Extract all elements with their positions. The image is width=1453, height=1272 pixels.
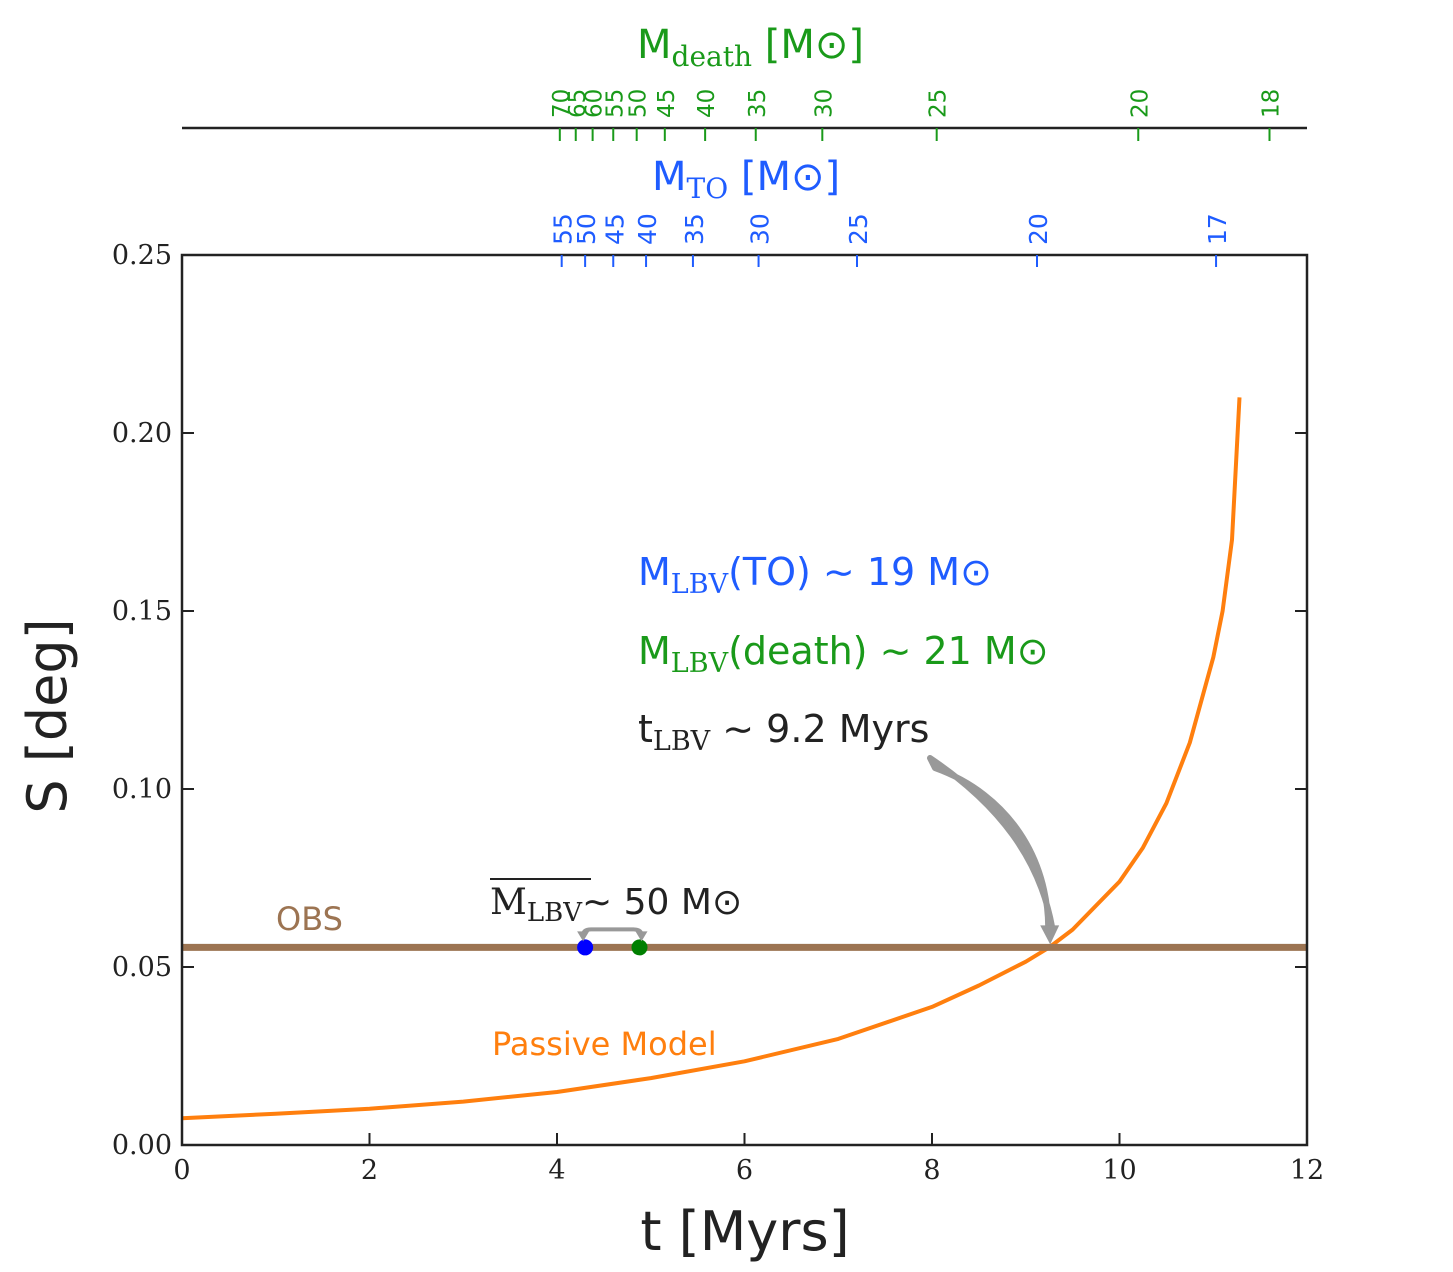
death-axis-tick-label: 55 (602, 89, 628, 118)
x-tick-label: 0 (173, 1155, 190, 1186)
death-axis-tick-label: 40 (694, 89, 720, 118)
death-axis-title-sub: death (672, 40, 752, 73)
to-axis-tick-label: 50 (572, 213, 601, 245)
annotation-mlbv-to-sub: LBV (671, 569, 729, 600)
death-axis-tick-label: 50 (626, 89, 652, 118)
to-axis-title-sub: TO (687, 172, 729, 205)
bracket (581, 927, 644, 936)
death-axis-tick-label: 30 (811, 89, 837, 118)
y-tick-label: 0.20 (112, 418, 172, 449)
x-axis-label: t [Myrs] (640, 1200, 849, 1263)
death-axis-tick-label: 45 (654, 89, 680, 118)
bracket-arrow-right (635, 931, 648, 942)
annotation-mean-mlbv-rest: ∼ 50 M⊙ (582, 882, 742, 923)
death-axis-title-main: M (637, 22, 672, 68)
y-tick-label: 0.25 (112, 240, 172, 271)
x-tick-label: 8 (923, 1155, 940, 1186)
annotation-mlbv-death-main: M (638, 629, 671, 673)
to-axis-tick-label: 55 (549, 213, 578, 245)
x-tick-label: 2 (361, 1155, 378, 1186)
to-axis-tick-label: 17 (1203, 213, 1232, 245)
annotation-mean-mlbv-main: M (490, 882, 527, 923)
annotation-tlbv: tLBV ∼ 9.2 Myrs (638, 707, 929, 757)
plot-frame (180, 253, 1309, 1147)
y-axis-label: S [deg] (16, 618, 79, 813)
x-tick-label: 6 (736, 1155, 753, 1186)
to-axis-title-main: M (652, 154, 687, 200)
annotation-mlbv-death-rest: (death) ∼ 21 M⊙ (728, 629, 1048, 673)
x-tick-label: 10 (1102, 1155, 1136, 1186)
death-axis-tick-label: 25 (926, 89, 952, 118)
bracket-arrow-left (577, 931, 590, 942)
to-axis-tick-label: 25 (844, 213, 873, 245)
x-tick-label: 12 (1290, 1155, 1324, 1186)
annotation-mlbv-death-sub: LBV (671, 648, 729, 679)
death-axis-title-unit: [M⊙] (752, 22, 864, 68)
y-tick-label: 0.05 (112, 952, 172, 983)
death-axis-tick-label: 18 (1259, 89, 1285, 118)
to-axis-tick-label: 20 (1024, 213, 1053, 245)
death-axis-tick-label: 70 (549, 89, 575, 118)
y-tick-label: 0.15 (112, 596, 172, 627)
passive-model-label: Passive Model (492, 1025, 717, 1063)
death-axis-tick-label: 35 (745, 89, 771, 118)
death-axis-tick-label: 65 (565, 89, 591, 118)
x-tick-label: 4 (548, 1155, 565, 1186)
death-axis-tick-label: 20 (1127, 89, 1153, 118)
to-axis-tick-label: 40 (633, 213, 662, 245)
to-axis-title: MTO [M⊙] (652, 154, 840, 205)
to-axis-tick-label: 45 (600, 213, 629, 245)
annotation-mlbv-death: MLBV(death) ∼ 21 M⊙ (638, 629, 1049, 679)
annotation-mlbv-to: MLBV(TO) ∼ 19 M⊙ (638, 550, 992, 600)
annotation-mean-mlbv-sub: LBV (527, 898, 583, 928)
death-axis-tick-label: 60 (582, 89, 608, 118)
obs-label: OBS (276, 900, 343, 938)
passive-model-line (181, 397, 1242, 1121)
death-point (631, 939, 648, 956)
annotation-mlbv-to-rest: (TO) ∼ 19 M⊙ (728, 550, 992, 594)
tlbv-arrow-head (1040, 925, 1060, 945)
to-axis-tick-label: 30 (746, 213, 775, 245)
annotation-mean-mlbv: MLBV∼ 50 M⊙ (490, 882, 742, 928)
to-axis-tick-label: 35 (680, 213, 709, 245)
annotation-tlbv-rest: ∼ 9.2 Myrs (710, 707, 929, 751)
y-tick-label: 0.00 (112, 1130, 172, 1161)
to-axis-title-unit: [M⊙] (728, 154, 840, 200)
to-point (577, 939, 594, 956)
tlbv-arrow-body (927, 755, 1056, 931)
annotation-mlbv-to-main: M (638, 550, 671, 594)
death-axis-title: Mdeath [M⊙] (637, 22, 864, 73)
annotation-tlbv-sub: LBV (653, 726, 711, 757)
annotation-tlbv-main: t (638, 707, 653, 751)
y-tick-label: 0.10 (112, 774, 172, 805)
